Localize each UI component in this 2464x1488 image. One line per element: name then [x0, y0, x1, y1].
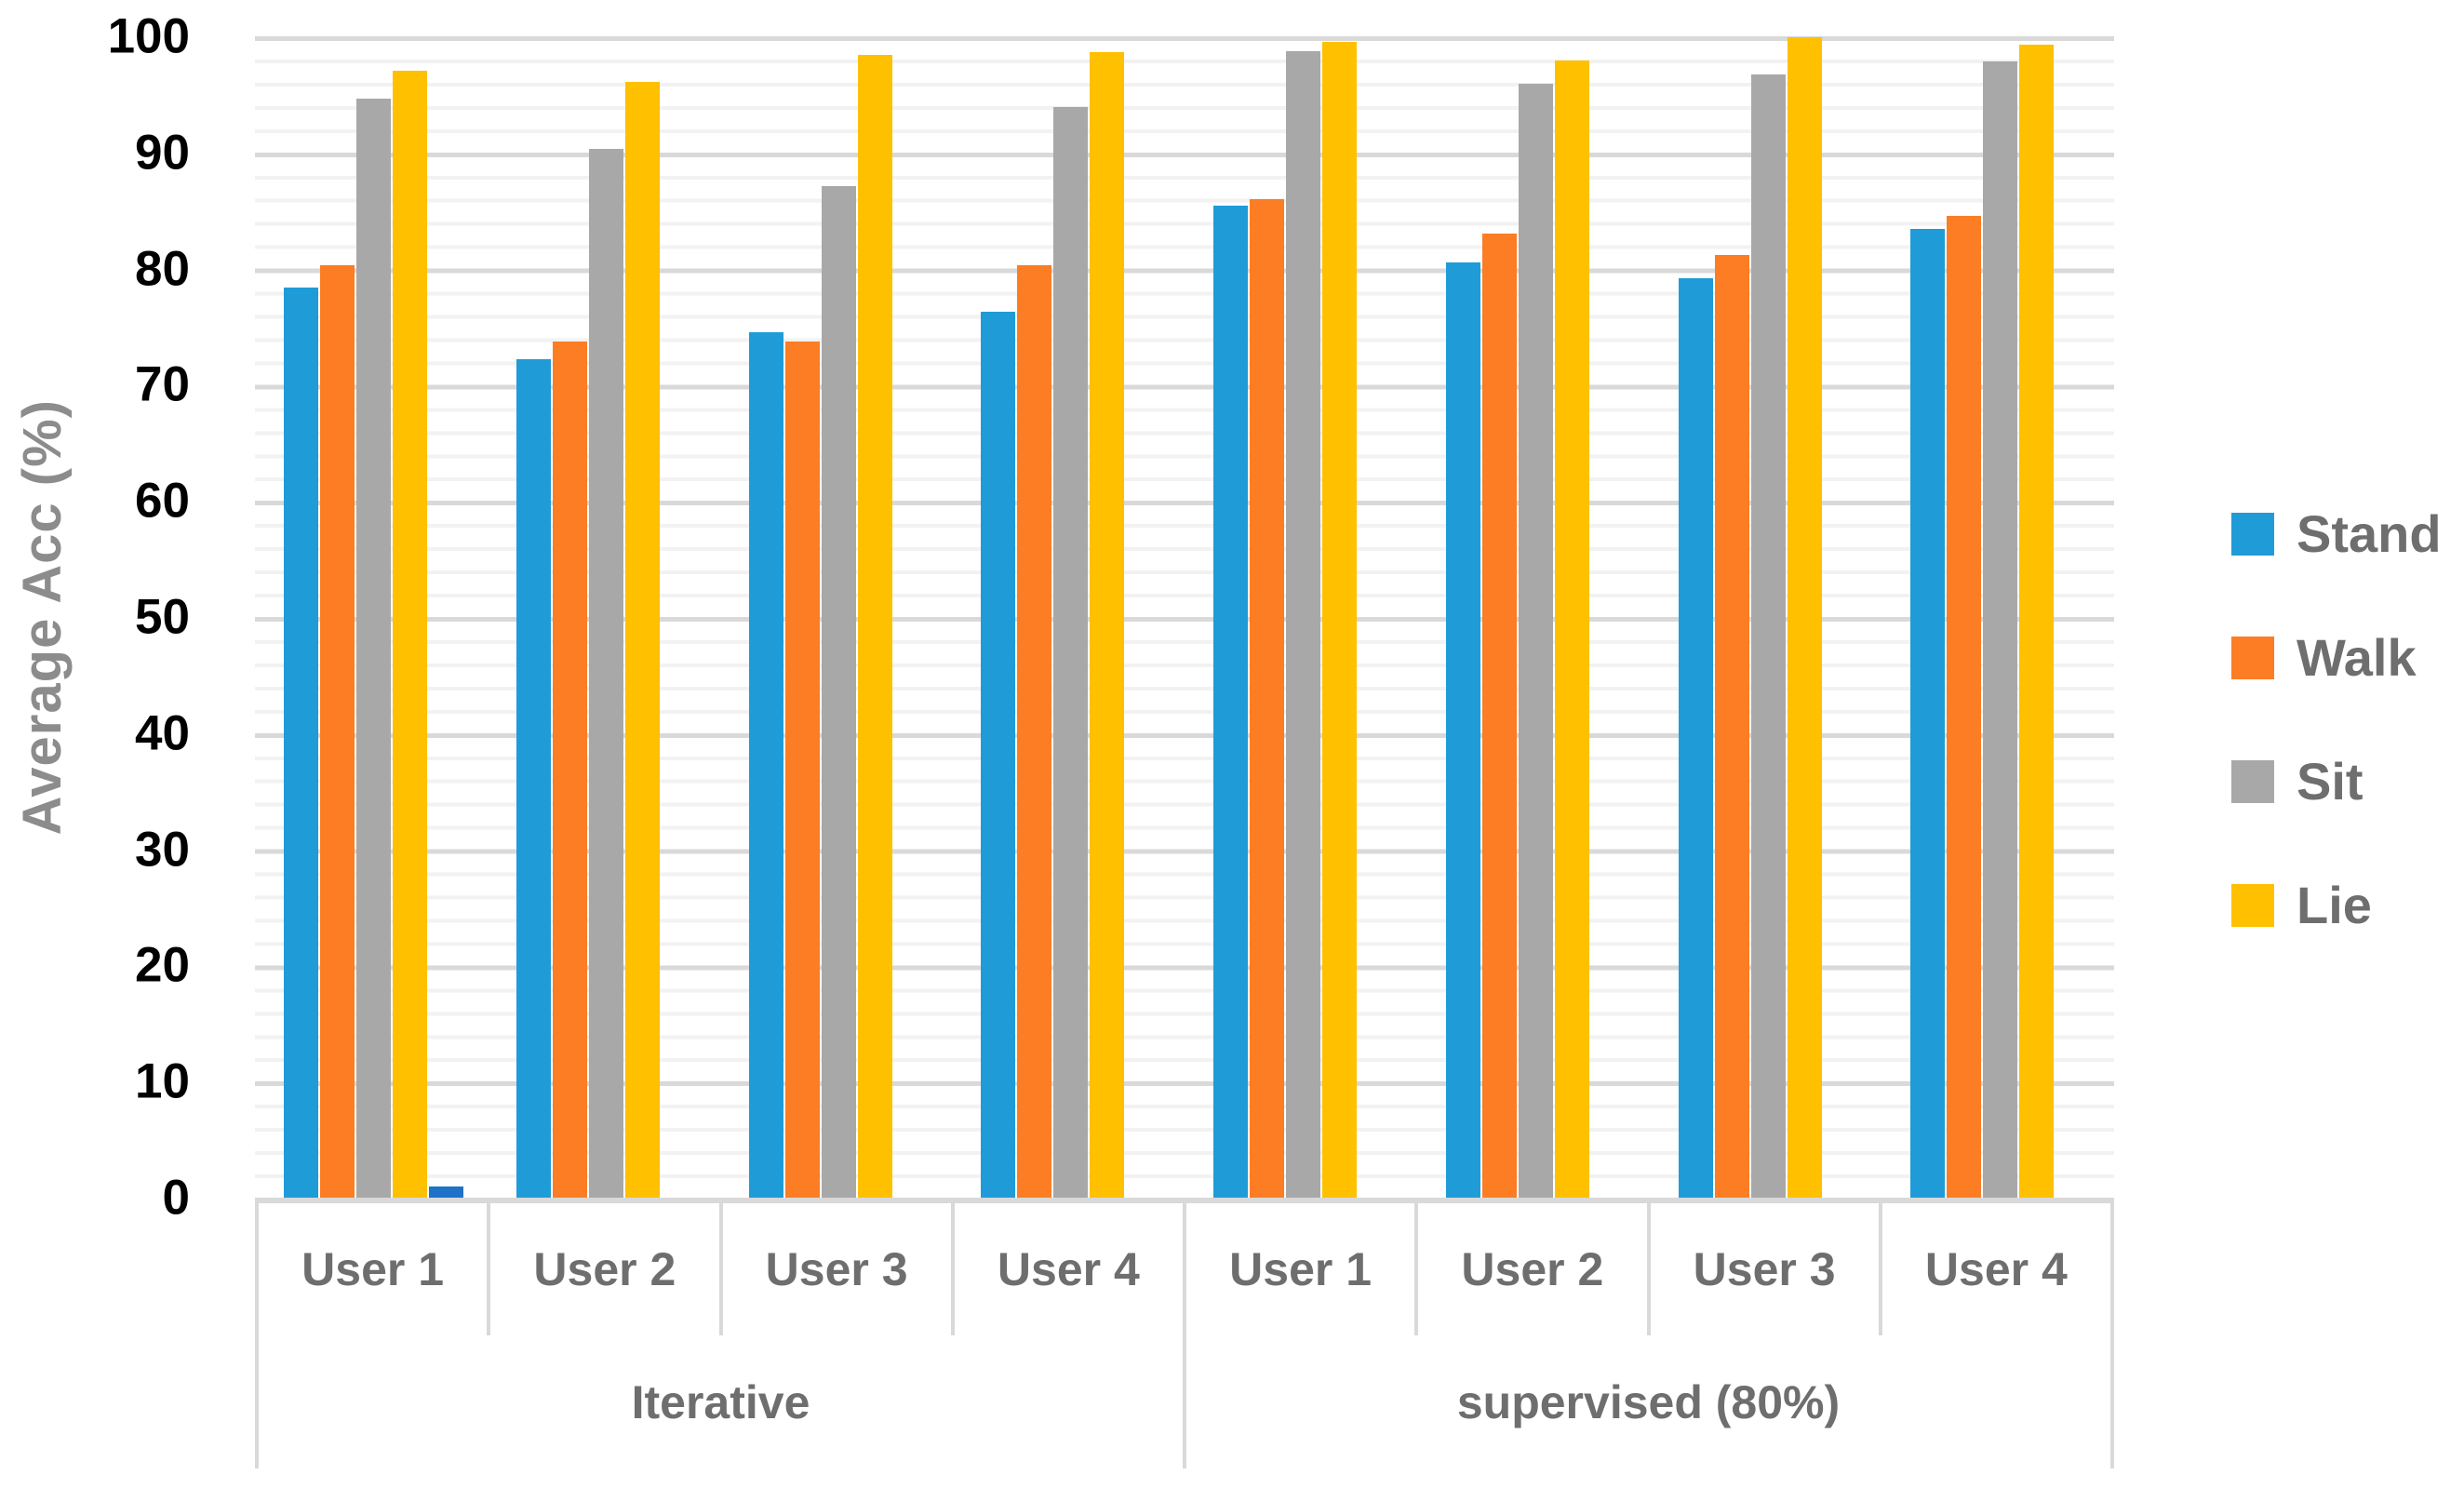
bar-stand [1213, 206, 1248, 1198]
bar-walk [552, 342, 587, 1198]
x-category-cell: User 3 [723, 1203, 955, 1335]
bar-extra-sliver [429, 1186, 463, 1198]
bar-group [1417, 36, 1650, 1198]
bar-group [255, 36, 488, 1198]
bar-sit [1750, 74, 1786, 1198]
y-tick-label: 0 [162, 1170, 190, 1226]
x-category-cell: User 4 [955, 1203, 1186, 1335]
bar-walk [320, 264, 355, 1198]
bar-sit [1983, 61, 2018, 1198]
legend-label: Sit [2297, 752, 2364, 811]
bar-walk [1250, 198, 1284, 1198]
y-tick-label: 20 [135, 937, 190, 993]
bar-sit [1518, 84, 1553, 1198]
legend-label: Lie [2297, 876, 2372, 934]
y-tick-label: 80 [135, 241, 190, 297]
x-axis-section-row: Iterative supervised (80%) [255, 1335, 2114, 1468]
y-tick-label: 70 [135, 356, 190, 412]
bar-sit [1053, 107, 1089, 1198]
legend-swatch-lie [2231, 884, 2274, 927]
legend-label: Stand [2297, 504, 2442, 563]
bar-walk [1714, 254, 1749, 1198]
legend-item: Sit [2231, 756, 2442, 808]
x-category-cell: User 3 [1651, 1203, 1882, 1335]
bar-walk [1017, 264, 1052, 1198]
bar-stand [1445, 262, 1480, 1198]
bar-sit [821, 186, 856, 1198]
bar-group [488, 36, 720, 1198]
x-category-cell: User 2 [490, 1203, 723, 1335]
legend-item: Walk [2231, 632, 2442, 684]
y-tick-label: 50 [135, 589, 190, 645]
legend-swatch-walk [2231, 637, 2274, 679]
x-category-cell: User 1 [255, 1203, 491, 1335]
bar-group [952, 36, 1185, 1198]
plot-area [255, 36, 2114, 1203]
y-tick-label: 40 [135, 705, 190, 761]
x-section-cell: supervised (80%) [1186, 1335, 2114, 1468]
bar-stand [284, 287, 318, 1198]
bar-groups [255, 36, 2114, 1198]
legend: Stand Walk Sit Lie [2231, 508, 2442, 1003]
y-tick-label: 60 [135, 473, 190, 529]
bar-lie [1322, 42, 1357, 1198]
bar-stand [516, 358, 551, 1198]
legend-item: Stand [2231, 508, 2442, 560]
bar-lie [1090, 52, 1125, 1198]
bar-group [1650, 36, 1882, 1198]
bar-group [1881, 36, 2114, 1198]
bar-stand [1910, 229, 1946, 1198]
x-category-cell: User 4 [1882, 1203, 2114, 1335]
bar-lie [1554, 60, 1589, 1198]
bar-walk [1947, 216, 1982, 1198]
x-axis-category-row: User 1 User 2 User 3 User 4 User 1 User 2 User… [255, 1203, 2114, 1335]
x-section-cell: Iterative [255, 1335, 1186, 1468]
bar-lie [2019, 44, 2055, 1198]
y-axis-ticks: 0 10 20 30 40 50 60 70 80 90 100 [0, 12, 223, 1223]
bar-walk [1481, 234, 1517, 1198]
legend-swatch-sit [2231, 760, 2274, 803]
bar-lie [393, 71, 427, 1198]
y-tick-label: 90 [135, 125, 190, 181]
bar-group [1185, 36, 1417, 1198]
x-category-cell: User 1 [1186, 1203, 1419, 1335]
bar-sit [356, 99, 391, 1198]
legend-swatch-stand [2231, 513, 2274, 556]
bar-stand [1678, 277, 1713, 1198]
bar-lie [1787, 37, 1822, 1198]
bar-stand [748, 332, 783, 1198]
bar-sit [588, 149, 623, 1198]
bar-stand [981, 311, 1016, 1198]
bar-group [720, 36, 953, 1198]
y-tick-label: 10 [135, 1053, 190, 1109]
y-tick-label: 30 [135, 822, 190, 878]
legend-label: Walk [2297, 628, 2417, 687]
x-category-cell: User 2 [1418, 1203, 1651, 1335]
bar-lie [624, 81, 660, 1198]
bar-walk [784, 342, 820, 1198]
bar-sit [1286, 51, 1320, 1198]
bar-lie [857, 54, 892, 1198]
y-tick-label: 100 [107, 8, 190, 64]
legend-item: Lie [2231, 879, 2442, 932]
